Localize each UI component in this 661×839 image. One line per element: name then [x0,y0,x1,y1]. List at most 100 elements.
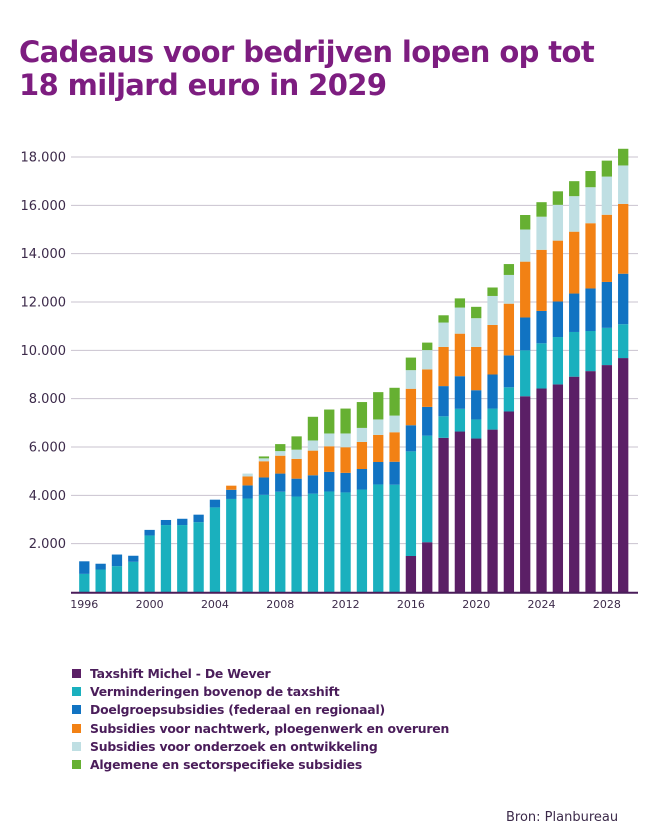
bar-segment [438,416,449,438]
bar-stack-2005 [226,485,237,592]
bar-stack-2019 [454,298,466,592]
bar-segment [160,525,172,592]
bar-segment [307,416,319,441]
bar-segment [454,307,466,334]
legend-item: Doelgroepsubsidies (federaal en regionaa… [72,701,449,719]
bar-segment [389,484,400,592]
bar-stack-2015 [389,387,400,592]
bar-segment [552,384,564,592]
bar-stack-1996 [79,561,90,593]
bar-segment [536,343,547,389]
x-tick-label: 2008 [266,598,294,611]
bar-segment [569,376,580,592]
bar-segment [503,264,515,275]
bar-segment [471,390,482,420]
legend-item: Algemene en sectorspecifieke subsidies [72,755,449,773]
bar-stack-1999 [128,555,139,592]
bar-segment [454,333,466,377]
legend-swatch [72,705,81,715]
legend-label: Subsidies voor onderzoek en ontwikkeling [90,738,378,754]
bar-segment [356,427,368,442]
bar-segment [324,471,335,492]
bar-segment [340,472,351,493]
x-tick-label: 2016 [397,598,425,611]
bar-stack-2002 [177,518,188,592]
y-tick-label: 10.000 [21,344,67,359]
bar-segment [291,449,302,459]
bar-segment [471,318,482,347]
bar-stack-1997 [95,563,106,592]
bar-segment [471,306,482,319]
bar-segment [405,425,417,452]
y-axis-tick-labels: 2.000 4.000 6.000 8.000 10.000 12.000 14.000 16… [21,151,67,553]
bar-stack-2014 [373,392,384,592]
bar-stack-2028 [601,160,613,592]
bar-segment [552,240,564,302]
bar-segment [324,491,335,592]
x-axis-tick-labels: 1996 2000 2004 2008 2012 2016 2020 2024 2028 [70,598,621,611]
bar-segment [438,322,449,347]
legend-item: Subsidies voor nachtwerk, ploegenwerk en… [72,719,449,737]
y-tick-label: 6.000 [29,441,66,456]
bar-segment [193,514,204,523]
bar-segment [618,273,629,325]
bar-segment [373,419,384,435]
bar-segment [128,561,139,592]
bar-segment [585,187,596,224]
bar-segment [503,274,515,304]
bar-segment [389,432,400,462]
bar-segment [405,451,417,556]
bar-segment [79,561,90,574]
bar-stack-2001 [160,519,172,592]
bar-stack-2009 [291,436,302,592]
chart-title-line-2: 18 miljard euro in 2029 [19,68,387,102]
bar-stack-2022 [503,264,515,592]
bar-segment [307,475,319,494]
bar-segment [291,458,302,479]
bar-segment [438,437,449,592]
bar-segment [373,484,384,592]
bar-segment [389,387,400,416]
bar-stack-1998 [111,554,123,592]
bar-segment [258,456,270,459]
bar-segment [324,433,335,447]
bar-segment [356,402,368,428]
bar-segment [552,301,564,338]
bar-segment [585,171,596,188]
legend-item: Subsidies voor onderzoek en ontwikkeling [72,737,449,755]
bar-segment [471,346,482,391]
bar-segment [95,563,106,570]
bar-segment [487,295,498,325]
bar-stack-2020 [471,306,482,592]
bar-segment [275,444,286,452]
bar-segment [258,494,270,592]
bar-stack-2016 [405,357,417,592]
stacked-bar-chart: 2.000 4.000 6.000 8.000 10.000 12.000 14.000 16… [21,148,638,611]
legend-item: Taxshift Michel - De Wever [72,664,449,682]
bar-segment [405,388,417,426]
bar-segment [340,433,351,448]
bar-segment [536,202,547,217]
legend-item: Verminderingen bovenop de taxshift [72,682,449,700]
bar-segment [454,298,466,308]
bar-segment [291,496,302,592]
bar-segment [160,519,172,526]
bar-segment [373,392,384,420]
bar-segment [307,440,319,451]
x-tick-label: 2012 [332,598,360,611]
x-tick-label: 2004 [201,598,229,611]
bar-stack-2018 [438,315,449,592]
bar-segment [487,287,498,296]
bar-segment [177,518,188,526]
bar-segment [340,492,351,592]
bar-segment [601,176,613,215]
y-tick-label: 2.000 [29,537,66,552]
bar-stack-2013 [356,402,368,592]
bar-stack-2017 [422,342,433,592]
bar-segment [389,461,400,485]
legend-swatch [72,686,81,696]
bar-segment [422,542,433,592]
bar-stack-2011 [324,409,335,592]
bar-segment [405,357,417,371]
bar-segment [258,458,270,462]
